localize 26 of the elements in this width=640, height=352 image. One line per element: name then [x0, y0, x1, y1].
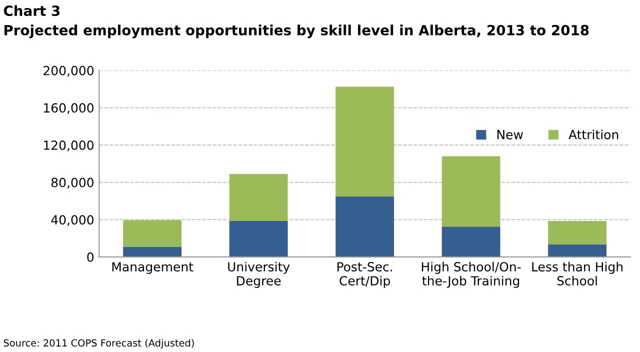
chart-title: Chart 3	[4, 5, 60, 16]
y-tick-label: 80,000	[51, 178, 94, 189]
y-tick-label: 160,000	[44, 103, 94, 114]
x-tick-label: University Degree	[228, 262, 290, 288]
source-note: Source: 2011 COPS Forecast (Adjusted)	[4, 339, 194, 348]
bar	[442, 156, 500, 227]
legend-label: Attrition	[568, 130, 618, 140]
bar	[123, 220, 182, 247]
legend-label: New	[497, 130, 523, 140]
bar	[123, 246, 182, 257]
x-tick-label: High School/On- the-Job Training	[422, 262, 521, 288]
bar	[336, 86, 394, 196]
y-tick-label: 40,000	[51, 215, 94, 226]
x-tick-label: Less than High School	[532, 262, 622, 286]
bar	[336, 196, 394, 257]
bar	[548, 244, 606, 257]
y-tick-label: 120,000	[44, 140, 94, 152]
x-tick-label: Post-Sec. Cert/Dip	[337, 262, 392, 288]
bar	[442, 226, 500, 257]
bar	[229, 221, 288, 257]
y-tick-label: 0	[87, 252, 94, 262]
bar	[229, 174, 288, 222]
y-tick-label: 200,000	[44, 66, 94, 77]
x-tick-label: Management	[112, 262, 194, 274]
bar	[548, 221, 606, 244]
chart-subtitle: Projected employment opportunities by skill level in Alberta, 2013 to 2018	[4, 24, 589, 38]
